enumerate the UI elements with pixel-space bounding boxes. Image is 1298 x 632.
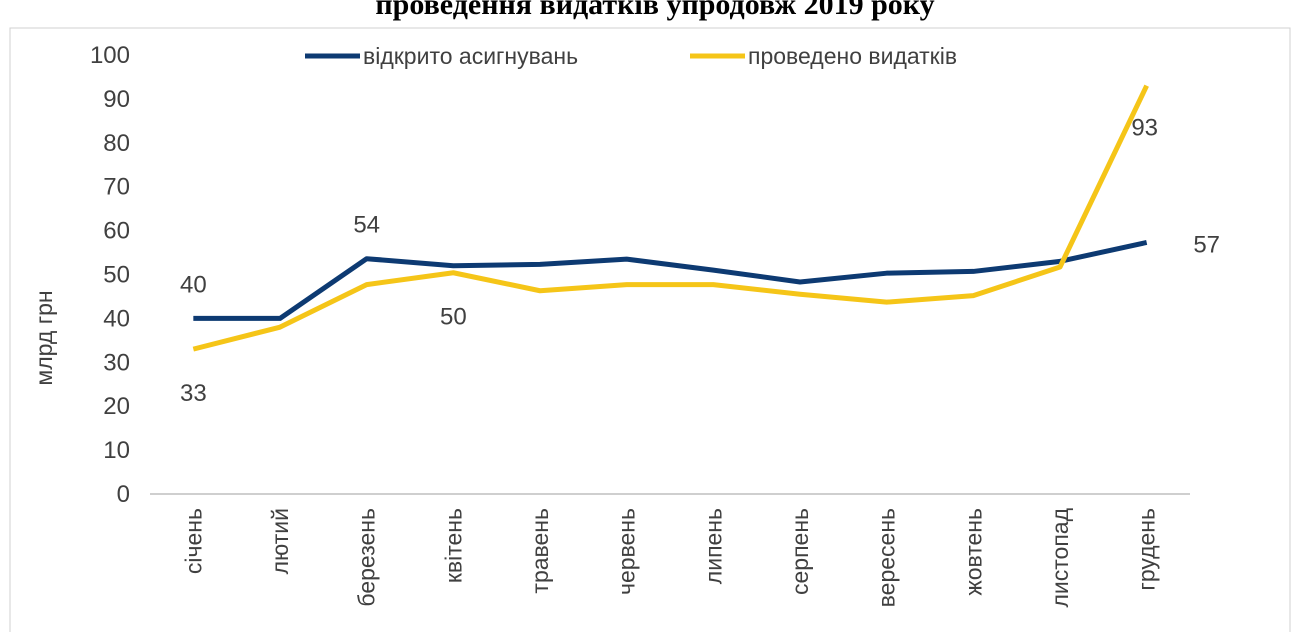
- x-tick-label: грудень: [1134, 508, 1160, 591]
- y-tick-label: 90: [103, 86, 130, 113]
- x-tick-label: червень: [614, 508, 640, 595]
- x-tick-label: лютий: [267, 508, 293, 574]
- y-tick-label: 0: [117, 481, 130, 508]
- x-tick-label: липень: [700, 508, 726, 584]
- x-tick-label: квітень: [440, 508, 466, 583]
- chart-title: проведення видатків упродовж 2019 року: [375, 0, 934, 21]
- x-tick-label: листопад: [1047, 507, 1073, 607]
- x-tick-label: березень: [354, 508, 380, 607]
- x-tick-label: жовтень: [960, 508, 986, 596]
- y-tick-label: 50: [103, 262, 130, 289]
- y-tick-label: 70: [103, 174, 130, 201]
- chart-border: [9, 27, 1291, 632]
- data-label: 50: [440, 304, 467, 331]
- data-label: 93: [1131, 115, 1158, 142]
- y-tick-label: 40: [103, 305, 130, 332]
- x-tick-label: січень: [180, 508, 206, 574]
- y-tick-label: 100: [90, 42, 130, 69]
- y-tick-label: 20: [103, 393, 130, 420]
- data-label: 40: [180, 271, 207, 298]
- legend-label: проведено видатків: [748, 43, 957, 69]
- data-label: 54: [353, 212, 380, 239]
- y-tick-label: 10: [103, 437, 130, 464]
- x-tick-label: вересень: [874, 508, 900, 607]
- series-line: [192, 84, 1149, 352]
- y-tick-label: 30: [103, 349, 130, 376]
- series-line: [193, 240, 1148, 321]
- y-tick-label: 80: [103, 130, 130, 157]
- x-tick-label: серпень: [787, 508, 813, 595]
- legend-label: відкрито асигнувань: [363, 43, 578, 69]
- x-tick-label: травень: [527, 508, 553, 594]
- data-label: 33: [180, 380, 207, 407]
- data-label: 57: [1193, 231, 1220, 258]
- y-axis-label: млрд грн: [31, 290, 57, 385]
- y-tick-label: 60: [103, 218, 130, 245]
